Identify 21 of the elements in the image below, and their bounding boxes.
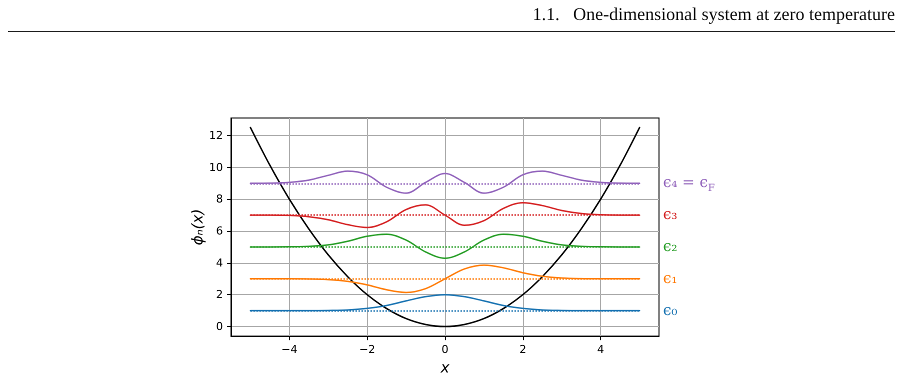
y-tick-label: 12	[209, 129, 223, 142]
x-tick-label: 0	[442, 343, 448, 356]
y-tick-label: 4	[216, 256, 223, 270]
y-tick-label: 10	[209, 160, 223, 174]
x-tick-label: −4	[281, 343, 298, 356]
ref-line-label: ϵ₂	[663, 236, 678, 255]
ref-line-label: ϵ₁	[663, 268, 678, 287]
x-tick-label: −2	[359, 343, 376, 356]
x-axis-title: x	[440, 358, 450, 376]
y-tick-label: 0	[216, 320, 223, 334]
text: 1.1. One-dimensional system at zero temperature	[532, 4, 895, 25]
x-tick-label: 2	[519, 343, 526, 356]
y-tick-label: 6	[216, 224, 223, 238]
line-series	[250, 126, 640, 328]
ref-line-label: ϵ₀	[663, 300, 678, 319]
y-tick-label: 2	[216, 288, 223, 302]
ref-line-label: ϵ₄ = ϵ$_{F}$	[663, 173, 715, 194]
y-axis-title: ϕₙ(x)	[188, 208, 206, 246]
ref-line-label: ϵ₃	[663, 205, 678, 224]
y-tick-label: 8	[216, 192, 223, 206]
x-tick-label: 4	[597, 343, 604, 356]
